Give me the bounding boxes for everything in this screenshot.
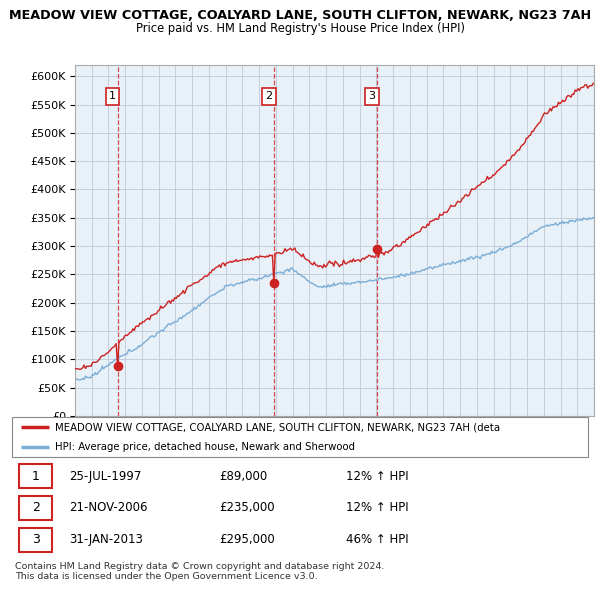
Text: MEADOW VIEW COTTAGE, COALYARD LANE, SOUTH CLIFTON, NEWARK, NG23 7AH: MEADOW VIEW COTTAGE, COALYARD LANE, SOUT… xyxy=(9,9,591,22)
Text: This data is licensed under the Open Government Licence v3.0.: This data is licensed under the Open Gov… xyxy=(15,572,317,581)
Text: 46% ↑ HPI: 46% ↑ HPI xyxy=(346,533,409,546)
Text: 3: 3 xyxy=(32,533,40,546)
Text: MEADOW VIEW COTTAGE, COALYARD LANE, SOUTH CLIFTON, NEWARK, NG23 7AH (deta: MEADOW VIEW COTTAGE, COALYARD LANE, SOUT… xyxy=(55,422,500,432)
Text: £89,000: £89,000 xyxy=(220,470,268,483)
Text: £235,000: £235,000 xyxy=(220,502,275,514)
Text: 1: 1 xyxy=(32,470,40,483)
Text: Price paid vs. HM Land Registry's House Price Index (HPI): Price paid vs. HM Land Registry's House … xyxy=(136,22,464,35)
Text: £295,000: £295,000 xyxy=(220,533,275,546)
Text: 25-JUL-1997: 25-JUL-1997 xyxy=(70,470,142,483)
FancyBboxPatch shape xyxy=(19,527,52,552)
FancyBboxPatch shape xyxy=(19,464,52,489)
Text: 2: 2 xyxy=(265,91,272,101)
FancyBboxPatch shape xyxy=(19,496,52,520)
Text: 12% ↑ HPI: 12% ↑ HPI xyxy=(346,470,409,483)
Text: 1: 1 xyxy=(109,91,116,101)
Text: 3: 3 xyxy=(368,91,376,101)
Text: HPI: Average price, detached house, Newark and Sherwood: HPI: Average price, detached house, Newa… xyxy=(55,442,355,452)
Text: 31-JAN-2013: 31-JAN-2013 xyxy=(70,533,143,546)
Text: Contains HM Land Registry data © Crown copyright and database right 2024.: Contains HM Land Registry data © Crown c… xyxy=(15,562,385,571)
Text: 21-NOV-2006: 21-NOV-2006 xyxy=(70,502,148,514)
Text: 12% ↑ HPI: 12% ↑ HPI xyxy=(346,502,409,514)
Text: 2: 2 xyxy=(32,502,40,514)
